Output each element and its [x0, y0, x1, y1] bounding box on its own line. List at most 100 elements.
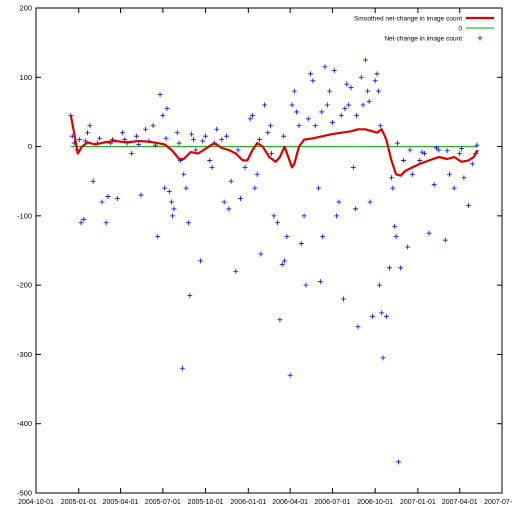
data-point — [162, 185, 168, 191]
data-point — [315, 185, 321, 191]
plot-frame — [35, 7, 503, 494]
data-point — [334, 213, 340, 219]
data-point — [247, 116, 253, 122]
data-point — [237, 196, 243, 202]
data-point — [200, 138, 206, 144]
data-point — [197, 258, 203, 264]
data-point — [301, 213, 307, 219]
data-point — [99, 199, 105, 205]
data-point — [374, 71, 380, 77]
x-tick-label: 2004-10-01 — [18, 499, 54, 506]
data-point — [262, 102, 268, 108]
data-point — [398, 265, 404, 271]
data-point — [82, 138, 88, 144]
data-point — [444, 148, 450, 154]
data-point — [281, 133, 287, 139]
scatter-points — [68, 57, 480, 465]
data-point — [77, 137, 83, 143]
data-point — [138, 192, 144, 198]
data-point — [155, 234, 161, 240]
data-point — [379, 310, 385, 316]
data-point — [383, 313, 389, 319]
data-point — [459, 146, 465, 152]
data-point — [409, 171, 415, 177]
data-point — [350, 164, 356, 170]
data-point — [164, 105, 170, 111]
data-point — [407, 147, 413, 153]
data-point — [166, 189, 172, 195]
data-point — [181, 171, 187, 177]
data-point — [221, 199, 227, 205]
data-point — [254, 171, 260, 177]
data-point — [294, 109, 300, 115]
data-point — [114, 196, 120, 202]
data-point — [305, 116, 311, 122]
data-point — [87, 123, 93, 129]
data-point — [282, 258, 288, 264]
x-tick-label: 2006-04-01 — [272, 499, 308, 506]
data-point — [369, 313, 375, 319]
data-point — [209, 164, 215, 170]
data-point — [348, 85, 354, 91]
data-point — [219, 137, 225, 143]
data-point — [150, 123, 156, 129]
data-point — [310, 78, 316, 84]
legend-label: Smoothed net-change in image count — [354, 16, 462, 23]
y-tick-label: 200 — [19, 4, 32, 13]
x-tick-label: 2006-01-01 — [230, 499, 266, 506]
data-point — [419, 149, 425, 155]
data-point — [271, 213, 277, 219]
data-point — [129, 151, 135, 156]
y-tick-label: -500 — [17, 489, 32, 498]
smoothed-line — [69, 115, 479, 177]
data-point — [133, 133, 139, 139]
data-point — [461, 175, 467, 181]
data-point — [298, 241, 304, 247]
x-tick-label: 2006-10-01 — [357, 499, 393, 506]
data-point — [183, 185, 189, 191]
data-point — [341, 296, 347, 302]
data-point — [170, 213, 176, 219]
data-point — [279, 261, 285, 267]
data-point — [193, 147, 199, 153]
data-point — [214, 126, 220, 132]
data-point — [103, 220, 109, 226]
data-point — [433, 145, 439, 151]
data-point — [252, 185, 258, 191]
data-point — [466, 202, 472, 208]
data-point — [355, 324, 361, 330]
data-point — [327, 88, 333, 94]
data-point — [346, 102, 352, 108]
data-point — [78, 220, 84, 226]
data-point — [275, 220, 281, 226]
data-point — [401, 157, 407, 163]
data-point — [469, 161, 475, 167]
data-point — [250, 112, 256, 118]
data-point — [376, 282, 382, 288]
data-point — [436, 147, 442, 153]
data-point — [191, 137, 197, 143]
legend-label: Net-change in image count — [384, 36, 462, 43]
data-point — [344, 81, 350, 87]
data-point — [90, 178, 96, 184]
data-point — [342, 105, 348, 111]
data-point — [242, 164, 248, 170]
data-point — [308, 71, 314, 77]
data-point — [171, 206, 177, 212]
data-point — [176, 140, 182, 146]
legend: Smoothed net-change in image count 0 Net-c… — [354, 16, 494, 43]
data-point — [366, 99, 372, 105]
data-point — [163, 135, 169, 141]
data-point — [336, 199, 342, 205]
data-point — [303, 282, 309, 288]
data-point — [426, 230, 432, 236]
data-point — [105, 193, 111, 199]
data-point — [284, 234, 290, 240]
data-point — [447, 171, 452, 177]
data-point — [324, 102, 330, 108]
y-tick-label: 0 — [28, 142, 32, 151]
data-point — [457, 151, 463, 156]
data-point — [160, 112, 166, 118]
